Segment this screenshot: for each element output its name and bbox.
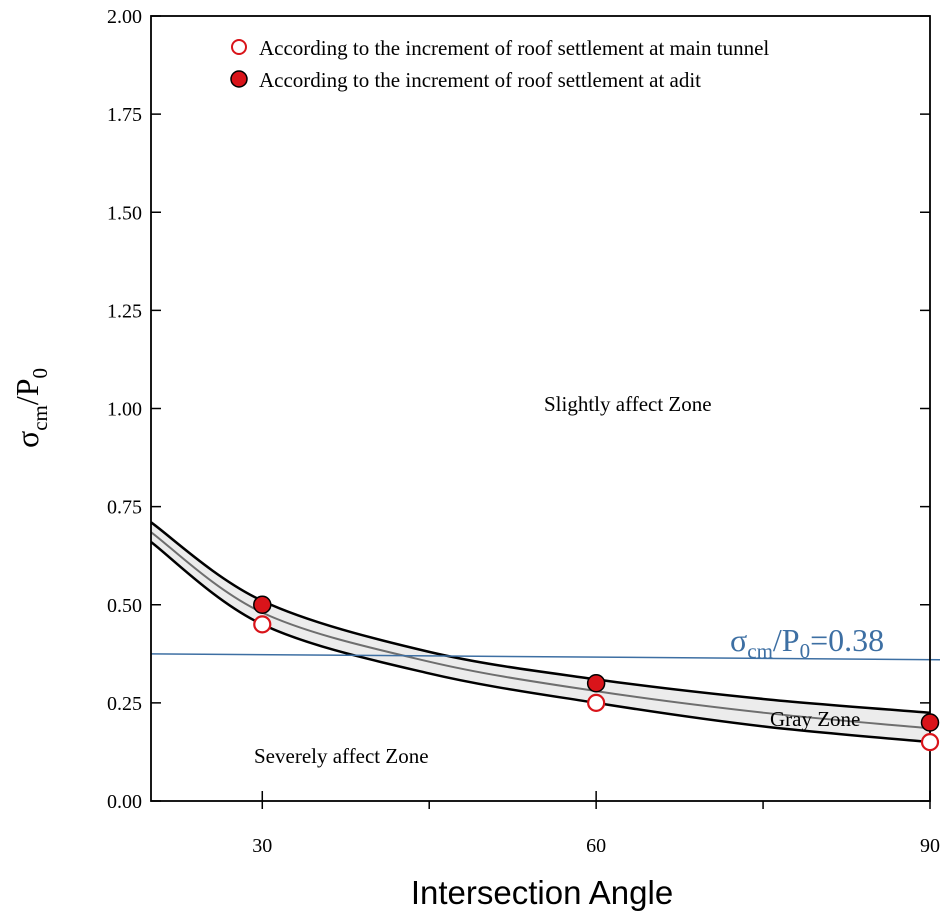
legend-label-main-tunnel: According to the increment of roof settl… <box>259 36 769 60</box>
legend: According to the increment of roof settl… <box>230 36 769 92</box>
adit-data-point <box>253 595 272 614</box>
y-tick-label: 1.00 <box>107 399 142 421</box>
y-tick-label: 2.00 <box>107 6 142 28</box>
y-tick-label: 1.75 <box>107 104 142 126</box>
adit-data-point <box>586 674 606 693</box>
legend-filled-circle-icon <box>230 70 248 88</box>
y-axis-label: σcm/P0 <box>9 368 52 448</box>
gray-zone-band <box>151 522 930 743</box>
legend-label-adit: According to the increment of roof settl… <box>259 68 701 92</box>
x-axis-label: Intersection Angle <box>411 874 673 911</box>
main-tunnel-data-point <box>253 615 272 634</box>
y-tick-label: 0.75 <box>107 497 142 519</box>
legend-open-circle-icon <box>231 39 247 55</box>
x-tick-label: 90 <box>920 835 940 857</box>
adit-data-point <box>920 713 940 732</box>
y-tick-label: 1.25 <box>107 300 142 322</box>
y-tick-label: 0.00 <box>107 791 142 813</box>
gray-zone-label: Gray Zone <box>770 707 860 731</box>
severely-affect-zone-label: Severely affect Zone <box>254 744 429 768</box>
data-markers <box>253 595 940 752</box>
reference-line <box>150 653 941 661</box>
main-tunnel-data-point <box>920 733 940 752</box>
main-tunnel-data-point <box>587 693 606 712</box>
y-tick-label: 0.50 <box>107 595 142 617</box>
y-tick-label: 1.50 <box>107 202 142 224</box>
axis-ticks: 0.00 0.25 0.50 0.75 1.00 1.25 1.50 1.75 2.00 30 60… <box>107 6 940 857</box>
x-tick-label: 60 <box>586 835 606 857</box>
reference-line-label: σcm/P0=0.38 <box>730 622 884 663</box>
x-tick-label: 30 <box>252 835 272 857</box>
slightly-affect-zone-label: Slightly affect Zone <box>544 392 712 416</box>
y-tick-label: 0.25 <box>107 693 142 715</box>
